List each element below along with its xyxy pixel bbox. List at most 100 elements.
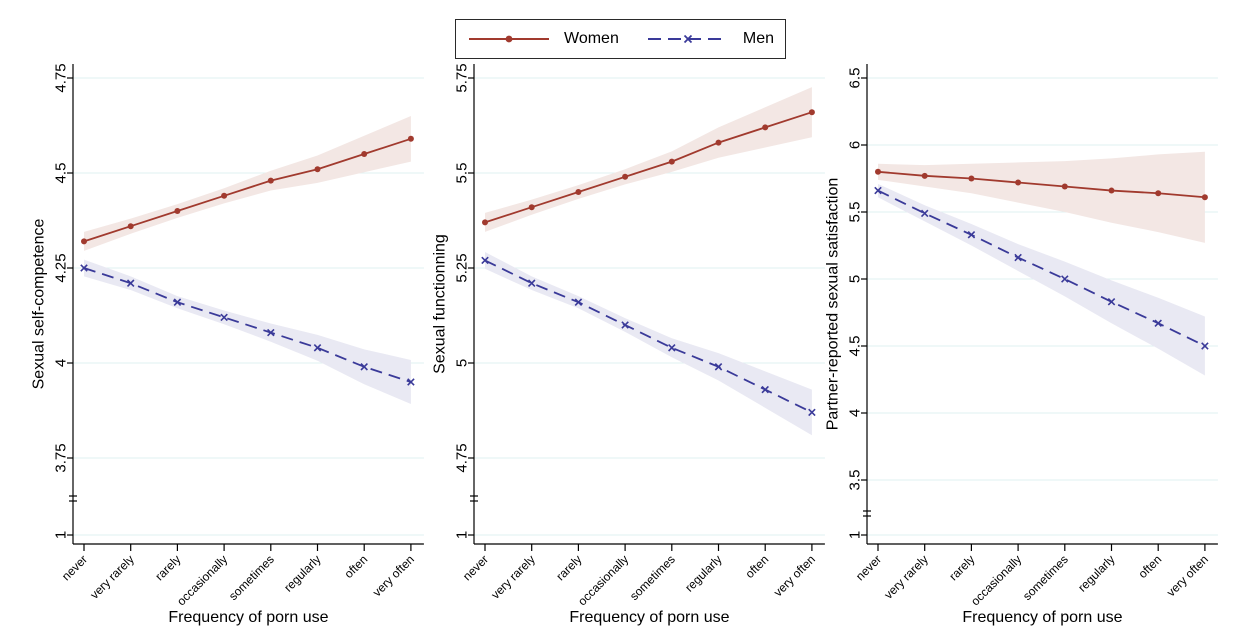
x-marker xyxy=(574,298,583,306)
x-tick-label: occasionally xyxy=(174,552,230,608)
y-axis-title: Sexual functionning xyxy=(432,234,449,374)
gridlines xyxy=(474,77,825,536)
x-tick-label: often xyxy=(743,552,772,581)
markers-women xyxy=(482,109,815,226)
x-marker xyxy=(267,328,275,337)
markers-men xyxy=(874,186,1209,350)
circle-marker xyxy=(221,192,228,199)
circle-marker xyxy=(267,177,274,184)
circle-marker xyxy=(1015,179,1022,186)
y-tick-label: 5 xyxy=(454,359,471,367)
line-women xyxy=(83,137,412,243)
y-tick-label-break: 1 xyxy=(53,531,70,539)
y-tick-label: 4.25 xyxy=(53,253,70,282)
y-axis-title: Partner-reported sexual satisfaction xyxy=(825,178,842,431)
circle-marker xyxy=(622,173,629,180)
x-tick-label: often xyxy=(342,552,371,581)
y-tick-label: 5 xyxy=(847,275,864,283)
x-marker xyxy=(1154,319,1162,327)
x-tick-label: never xyxy=(59,552,90,583)
x-marker xyxy=(1107,298,1116,306)
x-marker xyxy=(967,231,976,239)
x-tick-label: sometimes xyxy=(627,552,678,603)
x-tick-label: regularly xyxy=(281,552,323,594)
x-tick-label: very often xyxy=(370,552,417,599)
x-marker xyxy=(1061,275,1069,283)
x-marker xyxy=(761,385,769,394)
circle-marker xyxy=(174,208,181,214)
y-axis-title: Sexual self-competence xyxy=(31,219,48,390)
legend-label-men: Men xyxy=(742,30,774,47)
line-women xyxy=(484,111,813,224)
ci-band-men xyxy=(878,183,1205,376)
x-tick-label: very rarely xyxy=(87,552,137,602)
line-women xyxy=(877,170,1205,199)
markers-women xyxy=(875,168,1208,201)
y-tick-label: 4.75 xyxy=(454,443,471,472)
circle-marker xyxy=(407,135,414,142)
circle-marker xyxy=(808,109,815,116)
markers-men xyxy=(481,256,816,417)
y-tick-label-break: 1 xyxy=(454,531,471,539)
x-marker xyxy=(527,279,536,287)
x-axis-title: Frequency of porn use xyxy=(962,609,1122,626)
x-marker xyxy=(360,363,368,371)
circle-marker xyxy=(668,158,675,165)
x-marker xyxy=(481,256,489,265)
line-men xyxy=(877,189,1206,347)
x-tick-label: very often xyxy=(1164,552,1211,599)
women-line-sample xyxy=(469,35,549,43)
legend-box: Women Men xyxy=(455,19,786,59)
x-marker xyxy=(1201,342,1209,350)
circle-marker xyxy=(1108,187,1115,194)
markers-men xyxy=(80,264,415,386)
x-marker xyxy=(714,363,723,371)
ci-band-women xyxy=(485,87,812,232)
x-marker xyxy=(220,313,228,322)
x-marker xyxy=(1014,253,1022,262)
y-tick-label: 6.5 xyxy=(847,68,864,89)
y-tick-label: 3.75 xyxy=(53,443,70,472)
x-tick-label: rarely xyxy=(152,552,183,583)
x-marker xyxy=(407,378,415,386)
y-tick-label: 6 xyxy=(847,141,864,149)
ci-band-women xyxy=(84,116,411,251)
ci-band-women xyxy=(878,151,1205,243)
line-men xyxy=(484,259,813,414)
x-tick-label: often xyxy=(1136,552,1165,581)
x-tick-label: rarely xyxy=(946,552,977,583)
x-marker xyxy=(621,321,629,329)
men-line-sample xyxy=(647,34,728,44)
x-marker xyxy=(920,209,929,218)
circle-marker xyxy=(921,172,928,179)
legend-item-men: Men xyxy=(646,30,774,48)
x-axis-title: Frequency of porn use xyxy=(168,609,328,626)
y-tick-label: 5.75 xyxy=(454,63,471,92)
x-tick-label: never xyxy=(853,552,884,583)
x-marker xyxy=(668,344,676,352)
circle-marker xyxy=(1201,194,1208,201)
x-marker xyxy=(313,344,322,352)
circle-marker xyxy=(81,238,87,245)
y-tick-label-break: 1 xyxy=(847,531,864,539)
circle-marker xyxy=(875,168,881,175)
line-men xyxy=(83,267,412,383)
y-tick-label: 4 xyxy=(53,359,70,367)
y-tick-label: 4.5 xyxy=(847,336,864,357)
x-tick-label: regularly xyxy=(682,552,724,594)
y-tick-label: 5.5 xyxy=(454,163,471,184)
legend-item-women: Women xyxy=(467,30,619,48)
circle-marker xyxy=(715,139,722,146)
x-tick-label: very often xyxy=(771,552,818,599)
ci-band-men xyxy=(84,259,411,405)
circle-marker xyxy=(314,166,321,173)
x-marker xyxy=(126,279,135,287)
x-axis-title: Frequency of porn use xyxy=(569,609,729,626)
circle-marker xyxy=(361,151,368,157)
y-tick-label: 4.5 xyxy=(53,163,70,184)
